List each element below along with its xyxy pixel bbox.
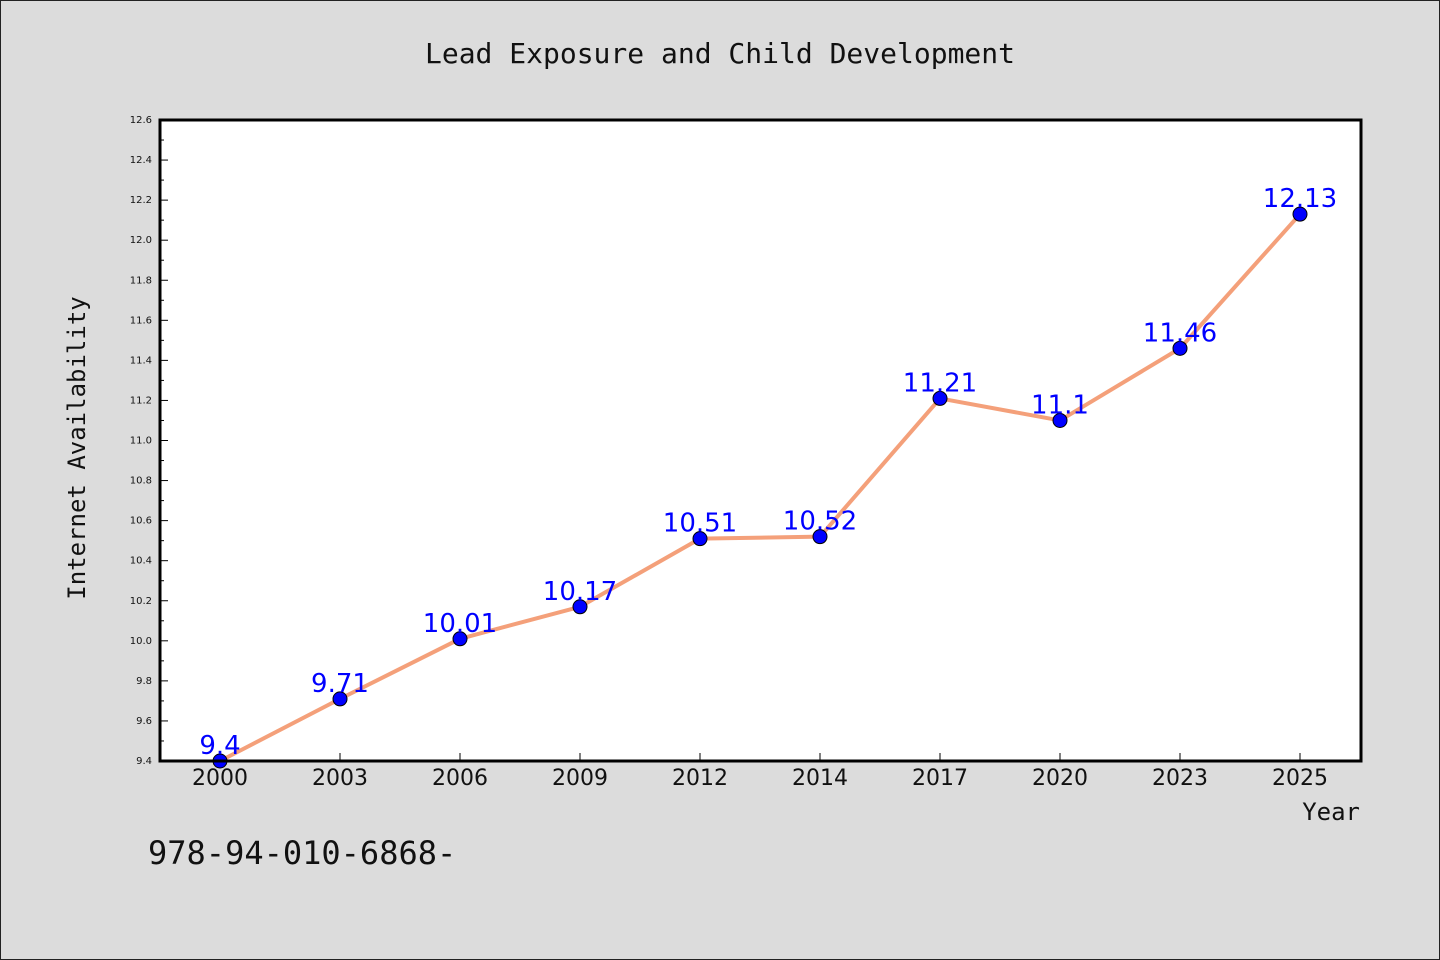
y-tick-label: 10.2 — [130, 596, 152, 607]
data-label: 9.4 — [199, 731, 240, 761]
plot-area — [160, 120, 1361, 761]
y-tick-label: 10.0 — [130, 636, 152, 647]
x-tick-label: 2017 — [912, 766, 968, 791]
series-group: 9.4 9.71 10.01 10.17 10.51 10.52 11.21 11.1 11.4… — [199, 184, 1337, 769]
data-point — [452, 631, 468, 647]
x-axis: 2000 2003 2006 2009 2012 2014 2017 2020 2023 2025 — [192, 753, 1328, 791]
data-point — [332, 691, 348, 707]
y-tick-label: 11.8 — [130, 275, 152, 286]
footnote-annotation: 978-94-010-6868- — [148, 834, 456, 872]
y-axis: 9.4 9.6 9.8 10.0 10.2 10.4 10.6 10.8 11.0 11.2 11.… — [130, 115, 168, 767]
y-tick-label: 12.6 — [130, 115, 152, 126]
x-axis-label: Year — [1302, 798, 1360, 826]
x-tick-label: 2006 — [432, 766, 488, 791]
data-label: 10.17 — [543, 577, 617, 607]
y-tick-label: 9.4 — [136, 756, 152, 767]
x-tick-label: 2009 — [552, 766, 608, 791]
x-tick-label: 2012 — [672, 766, 728, 791]
chart-title: Lead Exposure and Child Development — [425, 37, 1015, 70]
y-tick-label: 11.0 — [130, 436, 152, 447]
data-label: 10.52 — [783, 507, 857, 537]
y-tick-label: 11.2 — [130, 395, 152, 406]
series-line — [219, 212, 1302, 763]
data-label: 11.1 — [1031, 390, 1089, 420]
data-label: 12.13 — [1263, 184, 1337, 214]
data-label: 10.51 — [663, 509, 737, 539]
y-tick-label: 12.4 — [130, 155, 152, 166]
data-label: 11.21 — [903, 368, 977, 398]
y-tick-label: 10.6 — [130, 516, 152, 527]
x-tick-label: 2023 — [1152, 766, 1208, 791]
x-tick-label: 2003 — [312, 766, 368, 791]
data-point — [932, 390, 948, 406]
y-tick-label: 9.6 — [136, 716, 152, 727]
data-point — [692, 531, 708, 547]
data-label: 11.46 — [1143, 318, 1217, 348]
y-tick-label: 9.8 — [136, 676, 152, 687]
y-tick-label: 12.0 — [130, 235, 152, 246]
y-axis-label: Internet Availability — [63, 296, 91, 599]
plot-border — [158, 118, 1363, 763]
x-tick-label: 2014 — [792, 766, 848, 791]
y-tick-label: 10.8 — [130, 476, 152, 487]
data-point — [572, 599, 588, 615]
x-tick-label: 2020 — [1032, 766, 1088, 791]
y-tick-label: 12.2 — [130, 195, 152, 206]
data-label: 10.01 — [423, 609, 497, 639]
data-point — [1292, 206, 1308, 222]
y-tick-label: 11.4 — [130, 355, 152, 366]
x-tick-label: 2000 — [192, 766, 248, 791]
data-point — [812, 529, 828, 545]
y-tick-label: 11.6 — [130, 315, 152, 326]
data-point — [1172, 340, 1188, 356]
y-tick-label: 10.4 — [130, 556, 152, 567]
data-label: 9.71 — [311, 669, 369, 699]
data-point — [1052, 412, 1068, 428]
x-tick-label: 2025 — [1272, 766, 1328, 791]
